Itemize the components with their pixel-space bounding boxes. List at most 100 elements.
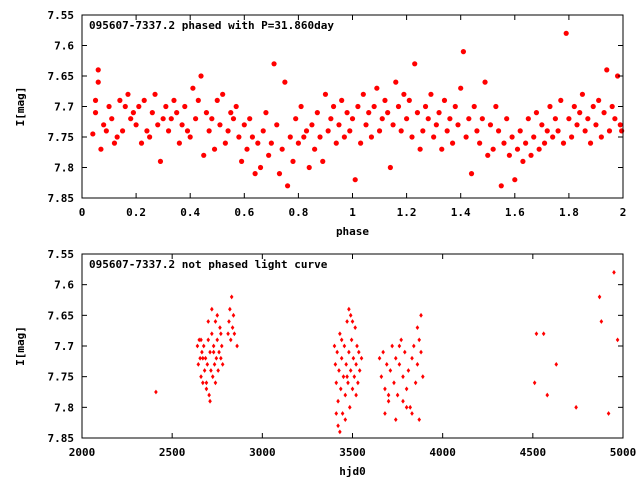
data-point bbox=[201, 355, 205, 361]
data-point bbox=[268, 140, 274, 146]
data-point bbox=[609, 103, 615, 110]
data-point bbox=[157, 158, 164, 164]
data-point bbox=[322, 91, 329, 97]
data-point bbox=[606, 411, 611, 416]
data-point bbox=[198, 355, 202, 361]
data-point bbox=[390, 343, 394, 349]
data-point bbox=[103, 128, 109, 134]
data-point bbox=[487, 122, 494, 128]
data-point bbox=[214, 355, 219, 361]
data-point bbox=[414, 110, 421, 116]
data-point bbox=[382, 97, 388, 103]
data-point bbox=[417, 146, 423, 152]
data-point bbox=[366, 110, 372, 116]
data-point bbox=[552, 116, 558, 122]
data-point bbox=[179, 122, 185, 128]
data-point bbox=[199, 374, 203, 380]
data-point bbox=[404, 404, 409, 410]
data-point bbox=[346, 380, 350, 386]
data-point bbox=[343, 417, 348, 422]
x-tick-label: 3000 bbox=[249, 446, 276, 459]
data-point bbox=[477, 140, 483, 146]
data-point bbox=[357, 349, 361, 355]
x-tick-label: 1.8 bbox=[559, 206, 579, 219]
x-tick-label: 4500 bbox=[520, 446, 547, 459]
data-point bbox=[441, 97, 448, 103]
data-point bbox=[347, 349, 351, 355]
data-point bbox=[260, 128, 266, 134]
data-point bbox=[356, 380, 360, 386]
data-point bbox=[230, 325, 235, 330]
data-point bbox=[617, 122, 623, 128]
data-point bbox=[230, 116, 237, 122]
data-point bbox=[342, 343, 347, 349]
data-point bbox=[225, 128, 231, 134]
data-point bbox=[360, 91, 366, 97]
y-tick-label: 7.65 bbox=[48, 309, 75, 322]
data-point bbox=[211, 146, 218, 152]
data-point bbox=[408, 404, 413, 410]
data-point bbox=[341, 134, 347, 140]
data-point bbox=[417, 417, 422, 422]
data-point bbox=[410, 411, 414, 416]
data-point bbox=[509, 134, 515, 140]
data-point bbox=[385, 110, 391, 116]
data-point bbox=[520, 158, 526, 164]
data-point bbox=[421, 374, 425, 380]
data-point bbox=[379, 374, 384, 380]
data-point bbox=[219, 331, 223, 337]
data-point bbox=[517, 128, 523, 134]
data-point bbox=[263, 110, 269, 116]
data-point bbox=[350, 319, 355, 324]
data-point bbox=[206, 128, 212, 134]
data-point bbox=[235, 343, 239, 349]
data-point bbox=[117, 97, 123, 103]
data-point bbox=[358, 140, 364, 146]
phased-light-curve-panel: 0 0.2 0.4 0.6 0.8 1 1.2 1.4 1.6 1.8 2 7.55 7.6 7.65 7.… bbox=[14, 9, 626, 238]
data-point bbox=[306, 164, 312, 171]
phased-axis-ticks: 0 0.2 0.4 0.6 0.8 1 1.2 1.4 1.6 1.8 2 7.55 7.6 7.65 7.… bbox=[48, 9, 627, 219]
data-point bbox=[383, 411, 387, 416]
data-point bbox=[301, 134, 307, 140]
data-point bbox=[136, 103, 142, 110]
data-point bbox=[199, 337, 203, 343]
data-point bbox=[317, 134, 323, 140]
data-point bbox=[393, 79, 399, 85]
unphased-y-axis-label: I[mag] bbox=[14, 326, 27, 366]
data-point bbox=[404, 386, 409, 392]
data-point bbox=[447, 116, 453, 122]
y-tick-label: 7.65 bbox=[48, 70, 75, 83]
data-point bbox=[357, 368, 362, 373]
data-point bbox=[213, 380, 218, 386]
data-point bbox=[419, 312, 423, 318]
data-point bbox=[368, 134, 375, 140]
data-point bbox=[383, 386, 387, 392]
data-point bbox=[593, 122, 599, 128]
data-point bbox=[330, 103, 337, 110]
data-point bbox=[348, 368, 353, 373]
data-point bbox=[210, 306, 214, 312]
data-point bbox=[597, 294, 602, 300]
data-point bbox=[95, 79, 101, 85]
data-point bbox=[231, 312, 236, 318]
data-point bbox=[95, 67, 101, 73]
data-point bbox=[349, 337, 354, 343]
data-point bbox=[257, 164, 264, 171]
data-point bbox=[184, 128, 191, 134]
data-point bbox=[213, 319, 218, 324]
data-point bbox=[353, 325, 358, 330]
data-point bbox=[612, 116, 618, 122]
data-point bbox=[347, 128, 353, 134]
data-point bbox=[615, 337, 620, 343]
data-point bbox=[354, 392, 358, 398]
x-tick-label: 0 bbox=[79, 206, 86, 219]
data-point bbox=[471, 103, 477, 110]
x-tick-label: 2000 bbox=[69, 446, 96, 459]
data-point bbox=[402, 349, 407, 355]
data-point bbox=[560, 140, 567, 146]
data-point bbox=[347, 404, 352, 410]
data-point bbox=[233, 103, 239, 110]
data-point bbox=[406, 368, 411, 373]
data-point bbox=[222, 140, 228, 146]
data-point bbox=[328, 116, 334, 122]
